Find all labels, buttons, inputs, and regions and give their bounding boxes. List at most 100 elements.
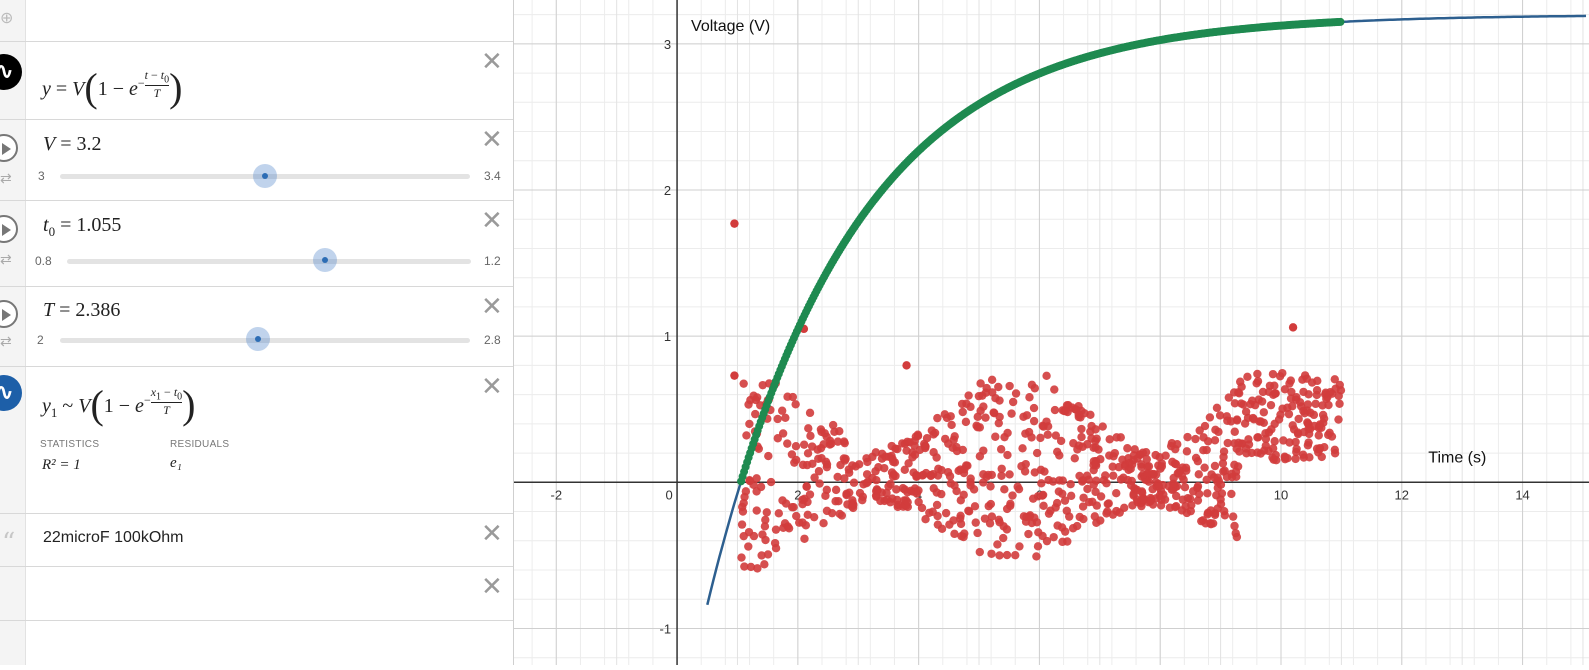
slider-t0-thumb[interactable]: [312, 248, 337, 272]
residual-point: [966, 474, 975, 483]
residual-point: [932, 453, 941, 462]
close-icon[interactable]: ✕: [481, 572, 503, 602]
regression-formula[interactable]: y1 ~ V(1 − e− x1 − t0 T): [42, 382, 196, 427]
residual-point: [1112, 433, 1121, 442]
slider-t0-label[interactable]: t0 = 1.055: [43, 214, 122, 239]
residual-point: [871, 467, 880, 476]
residual-point: [746, 562, 756, 572]
slider-t-thumb[interactable]: [245, 327, 270, 351]
residual-point: [1203, 437, 1213, 446]
residual-point: [840, 474, 849, 483]
slider-t-track[interactable]: [60, 338, 470, 343]
close-icon[interactable]: ✕: [481, 206, 503, 236]
residual-point: [1092, 518, 1101, 528]
regression-wave-icon[interactable]: ∿: [0, 375, 22, 411]
residual-point: [1324, 400, 1333, 410]
close-icon[interactable]: ✕: [481, 292, 503, 322]
residual-point: [1008, 491, 1017, 500]
residual-point: [1168, 479, 1178, 488]
residual-point: [893, 495, 902, 505]
residual-point: [1055, 451, 1064, 460]
residual-point: [1287, 387, 1296, 397]
residual-point: [761, 515, 770, 525]
slider-v-label[interactable]: V = 3.2: [43, 133, 102, 155]
residual-point: [1077, 477, 1087, 486]
residual-point: [1200, 463, 1209, 472]
residual-point: [758, 380, 767, 390]
residual-point: [1303, 400, 1313, 409]
expression-row-note[interactable]: “ 22microF 100kOhm ✕: [0, 514, 513, 567]
residual-point: [1193, 457, 1203, 466]
residual-point: [730, 219, 739, 228]
residual-point: [800, 534, 809, 543]
close-icon[interactable]: ✕: [481, 125, 503, 155]
play-icon[interactable]: [0, 300, 18, 328]
residual-point: [1039, 501, 1048, 511]
close-icon[interactable]: ✕: [481, 519, 503, 549]
residual-point: [802, 482, 811, 491]
residual-point: [1063, 537, 1072, 546]
residuals-variable[interactable]: e₁: [170, 455, 182, 471]
x-tick-label: 12: [1395, 487, 1409, 502]
zoom-in-icon[interactable]: ⊕: [0, 10, 14, 27]
residual-point: [1018, 444, 1027, 453]
slider-t0-max[interactable]: 1.2: [484, 254, 501, 268]
expression-row-slider-v[interactable]: ⇄ V = 3.2 3 3.4 ✕: [0, 120, 513, 201]
residual-point: [1040, 467, 1049, 476]
close-icon[interactable]: ✕: [481, 372, 503, 402]
residual-point: [1006, 501, 1015, 511]
slider-t-max[interactable]: 2.8: [484, 333, 501, 347]
residual-point: [1218, 459, 1228, 468]
residual-point: [973, 412, 982, 422]
slider-v-thumb[interactable]: [253, 164, 277, 188]
residual-point: [950, 529, 959, 539]
play-icon[interactable]: [0, 215, 18, 243]
residual-point: [1077, 432, 1086, 442]
residual-point: [1049, 532, 1058, 542]
residual-point: [1327, 389, 1337, 398]
loop-icon[interactable]: ⇄: [0, 333, 12, 349]
function-formula[interactable]: y = V(1 − e− t − t0 T): [42, 65, 183, 110]
slider-t0-track[interactable]: [67, 259, 471, 264]
note-text[interactable]: 22microF 100kOhm: [43, 529, 184, 546]
residual-point: [1143, 469, 1152, 478]
residual-points: [730, 219, 1346, 573]
expression-row-empty[interactable]: ✕: [0, 567, 513, 621]
residual-point: [1334, 415, 1343, 424]
function-wave-icon[interactable]: ∿: [0, 54, 22, 90]
residual-point: [783, 392, 792, 401]
residual-point: [1083, 484, 1092, 494]
residual-point: [1216, 480, 1226, 489]
residual-point: [1080, 409, 1089, 418]
residual-point: [1027, 380, 1037, 389]
residual-point: [1187, 500, 1196, 510]
expression-row-function[interactable]: ∿ y = V(1 − e−t − t0T) ✕: [0, 42, 513, 120]
expression-row-slider-t[interactable]: ⇄ T = 2.386 2 2.8 ✕: [0, 287, 513, 367]
expression-row-regression[interactable]: ∿ y1 ~ V(1 − e−x1 − t0T) STATISTICS RESI…: [0, 367, 513, 514]
close-icon[interactable]: ✕: [481, 47, 503, 77]
residual-point: [1091, 436, 1100, 446]
residual-point: [809, 512, 819, 522]
x-tick-label: 10: [1274, 487, 1288, 502]
slider-t-label[interactable]: T = 2.386: [43, 299, 121, 321]
loop-icon[interactable]: ⇄: [0, 251, 12, 267]
residual-point: [1043, 430, 1052, 439]
slider-t-min[interactable]: 2: [37, 333, 44, 347]
residual-point: [940, 410, 949, 419]
slider-v-min[interactable]: 3: [38, 169, 45, 183]
expression-row-slider-t0[interactable]: ⇄ t0 = 1.055 0.8 1.2 ✕: [0, 201, 513, 287]
slider-v-max[interactable]: 3.4: [484, 169, 501, 183]
residual-point: [815, 479, 824, 488]
residual-point: [777, 406, 787, 415]
residual-point: [961, 417, 971, 427]
residual-point: [1311, 399, 1320, 409]
loop-icon[interactable]: ⇄: [0, 170, 12, 186]
residual-point: [1210, 461, 1220, 471]
play-icon[interactable]: [0, 134, 18, 162]
residual-point: [1319, 418, 1328, 428]
residual-point: [822, 506, 832, 516]
slider-t0-min[interactable]: 0.8: [35, 254, 52, 268]
residual-point: [1109, 471, 1118, 480]
